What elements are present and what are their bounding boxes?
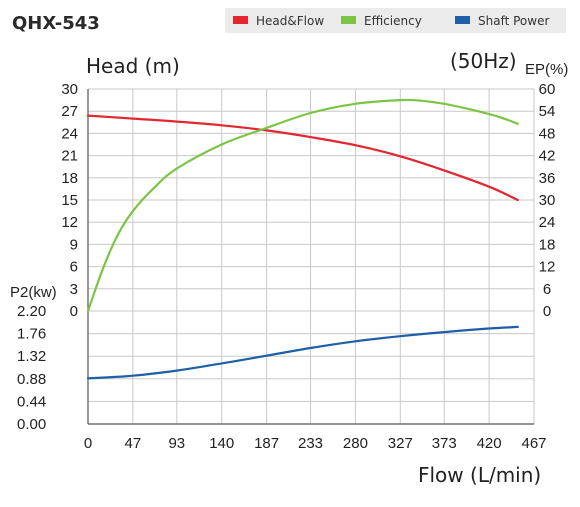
ep-tick-label: 6 — [543, 281, 551, 298]
head-tick-label: 9 — [70, 236, 78, 253]
ep-tick-label: 60 — [539, 81, 556, 98]
ep-tick-label: 42 — [539, 148, 556, 165]
chart-title: QHX-543 — [12, 13, 100, 34]
series-line-head-flow — [86, 114, 519, 202]
x-axis-title: Flow (L/min) — [418, 463, 541, 487]
head-tick-label: 3 — [70, 281, 78, 298]
ep-tick-label: 24 — [539, 214, 556, 231]
head-tick-label: 12 — [61, 214, 78, 231]
series-line-shaft-power — [86, 325, 519, 380]
ep-tick-label: 12 — [539, 259, 556, 276]
ep-tick-label: 0 — [543, 303, 551, 320]
ep-tick-label: 36 — [539, 170, 556, 187]
power-tick-label: 0.88 — [17, 371, 46, 388]
power-axis-title: P2(kw) — [10, 284, 57, 301]
series-layer — [86, 98, 519, 380]
power-tick-label: 0.44 — [17, 393, 46, 410]
head-tick-label: 21 — [61, 148, 78, 165]
flow-tick-label: 373 — [432, 435, 457, 452]
flow-tick-label: 47 — [125, 435, 142, 452]
head-tick-label: 30 — [61, 81, 78, 98]
flow-axis-ticks: 0 47 93 140 187 233 280 327 373 420 467 — [84, 435, 547, 452]
head-tick-label: 6 — [70, 259, 78, 276]
flow-tick-label: 420 — [477, 435, 502, 452]
legend-swatch — [341, 16, 356, 24]
power-axis-ticks: 2.20 1.76 1.32 0.88 0.44 0.00 — [17, 303, 46, 433]
head-tick-label: 15 — [61, 192, 78, 209]
flow-tick-label: 233 — [298, 435, 323, 452]
ep-tick-label: 30 — [539, 192, 556, 209]
ep-axis-title: EP(%) — [525, 61, 568, 78]
legend-swatch — [233, 16, 248, 24]
ep-tick-label: 48 — [539, 125, 556, 142]
series-line-efficiency — [86, 98, 519, 313]
power-tick-label: 1.32 — [17, 348, 46, 365]
flow-tick-label: 280 — [343, 435, 368, 452]
flow-tick-label: 327 — [388, 435, 413, 452]
flow-tick-label: 0 — [84, 435, 92, 452]
ep-tick-label: 54 — [539, 103, 556, 120]
legend-label: Head&Flow — [256, 14, 324, 28]
head-tick-label: 27 — [61, 103, 78, 120]
flow-tick-label: 140 — [209, 435, 234, 452]
flow-tick-label: 467 — [521, 435, 546, 452]
legend: Head&Flow Efficiency Shaft Power — [225, 8, 566, 33]
head-tick-label: 24 — [61, 125, 78, 142]
power-tick-label: 2.20 — [17, 303, 46, 320]
grid — [87, 88, 535, 425]
head-tick-label: 0 — [70, 303, 78, 320]
flow-tick-label: 187 — [254, 435, 279, 452]
legend-swatch — [455, 16, 470, 24]
ep-tick-label: 18 — [539, 236, 556, 253]
head-axis-title: Head (m) — [86, 54, 180, 78]
flow-tick-label: 93 — [168, 435, 185, 452]
legend-box — [225, 8, 566, 33]
power-tick-label: 1.76 — [17, 326, 46, 343]
legend-label: Shaft Power — [478, 14, 549, 28]
frequency-label: (50Hz) — [450, 49, 517, 73]
power-tick-label: 0.00 — [17, 416, 46, 433]
head-tick-label: 18 — [61, 170, 78, 187]
legend-label: Efficiency — [364, 14, 422, 28]
